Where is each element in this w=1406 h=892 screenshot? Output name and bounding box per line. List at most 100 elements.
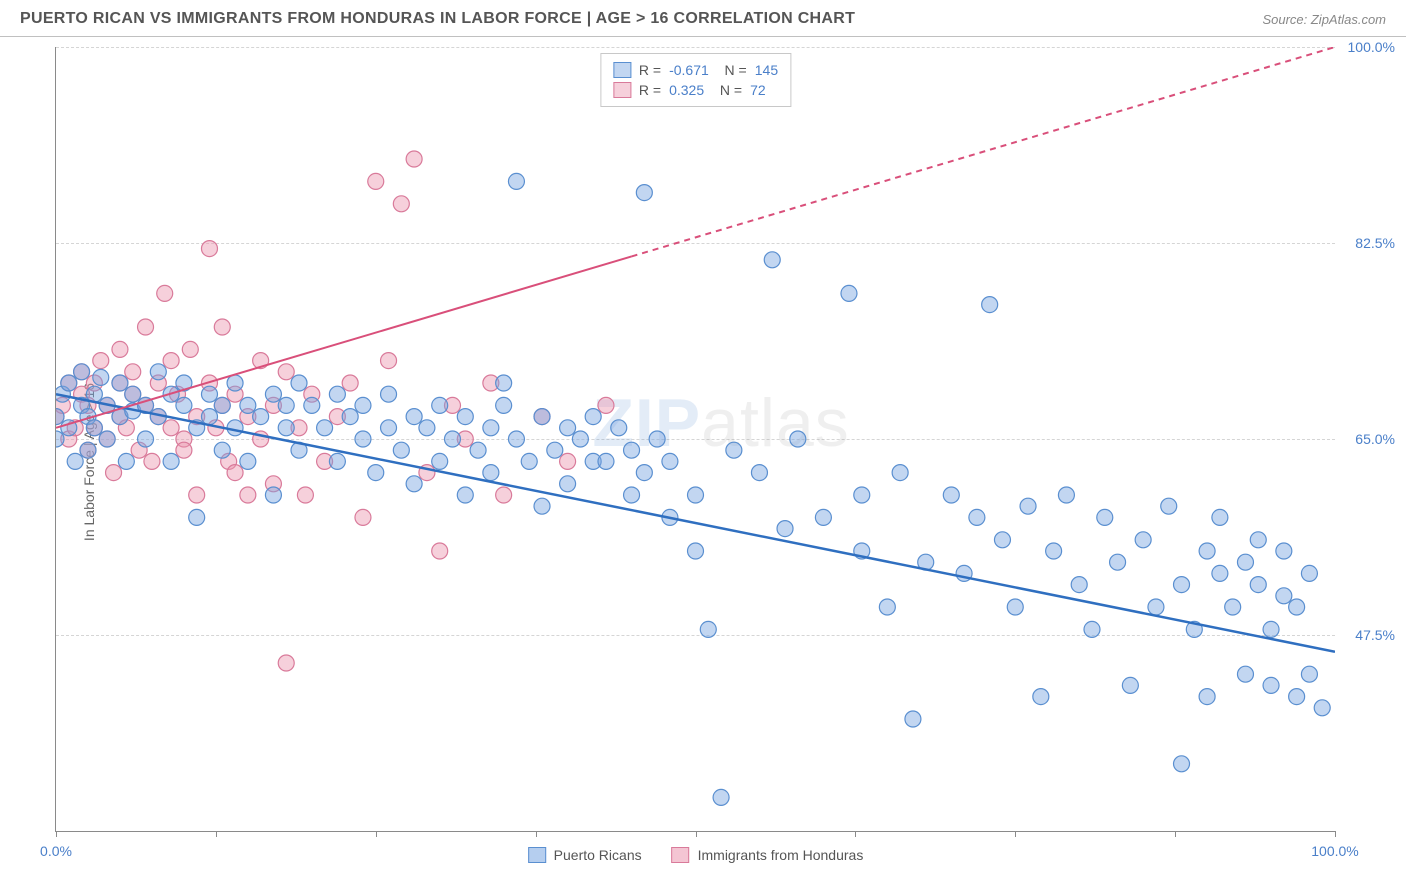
data-point (355, 509, 371, 525)
data-point (189, 487, 205, 503)
data-point (905, 711, 921, 727)
data-point (329, 453, 345, 469)
data-point (688, 543, 704, 559)
legend-item-2: Immigrants from Honduras (672, 847, 864, 863)
data-point (432, 453, 448, 469)
data-point (1110, 554, 1126, 570)
y-tick-label: 82.5% (1355, 235, 1395, 251)
data-point (291, 375, 307, 391)
legend-label-2: Immigrants from Honduras (698, 847, 864, 863)
correlation-legend: R = -0.671 N = 145 R = 0.325 N = 72 (600, 53, 791, 107)
data-point (157, 285, 173, 301)
data-point (483, 420, 499, 436)
correlation-row-1: R = -0.671 N = 145 (613, 60, 778, 80)
data-point (969, 509, 985, 525)
data-point (227, 420, 243, 436)
data-point (214, 442, 230, 458)
data-point (138, 431, 154, 447)
data-point (1212, 509, 1228, 525)
data-point (560, 476, 576, 492)
data-point (182, 341, 198, 357)
data-point (118, 453, 134, 469)
data-point (1212, 565, 1228, 581)
data-point (240, 397, 256, 413)
data-point (854, 487, 870, 503)
data-point (636, 465, 652, 481)
data-point (112, 375, 128, 391)
data-point (790, 431, 806, 447)
data-point (1225, 599, 1241, 615)
data-point (61, 375, 77, 391)
data-point (534, 498, 550, 514)
data-point (1301, 666, 1317, 682)
data-point (67, 453, 83, 469)
data-point (355, 431, 371, 447)
data-point (585, 409, 601, 425)
data-point (176, 442, 192, 458)
data-point (342, 409, 358, 425)
data-point (444, 431, 460, 447)
plot-svg (56, 47, 1335, 831)
x-tick-mark (1015, 831, 1016, 837)
data-point (1161, 498, 1177, 514)
data-point (713, 789, 729, 805)
data-point (649, 431, 665, 447)
data-point (598, 397, 614, 413)
data-point (1148, 599, 1164, 615)
data-point (355, 397, 371, 413)
data-point (99, 431, 115, 447)
data-point (125, 386, 141, 402)
series2-r-value: 0.325 (669, 82, 704, 98)
x-tick-mark (696, 831, 697, 837)
data-point (1301, 565, 1317, 581)
data-point (393, 196, 409, 212)
data-point (1058, 487, 1074, 503)
data-point (1084, 621, 1100, 637)
data-point (1199, 689, 1215, 705)
x-tick-mark (855, 831, 856, 837)
data-point (93, 353, 109, 369)
data-point (163, 420, 179, 436)
data-point (278, 420, 294, 436)
series2-n-value: 72 (750, 82, 766, 98)
data-point (304, 397, 320, 413)
data-point (381, 353, 397, 369)
trend-line (56, 394, 1335, 652)
data-point (393, 442, 409, 458)
x-tick-label: 100.0% (1311, 843, 1358, 859)
data-point (457, 409, 473, 425)
data-point (201, 241, 217, 257)
x-tick-mark (1335, 831, 1336, 837)
data-point (815, 509, 831, 525)
legend-item-1: Puerto Ricans (528, 847, 642, 863)
data-point (297, 487, 313, 503)
data-point (214, 319, 230, 335)
data-point (74, 364, 90, 380)
data-point (1276, 543, 1292, 559)
chart-title: PUERTO RICAN VS IMMIGRANTS FROM HONDURAS… (20, 10, 855, 28)
trend-line (56, 256, 632, 427)
series1-n-value: 145 (755, 62, 778, 78)
data-point (189, 509, 205, 525)
data-point (112, 341, 128, 357)
correlation-row-2: R = 0.325 N = 72 (613, 80, 778, 100)
data-point (106, 465, 122, 481)
data-point (483, 465, 499, 481)
data-point (1289, 689, 1305, 705)
data-point (368, 173, 384, 189)
data-point (508, 173, 524, 189)
data-point (560, 453, 576, 469)
data-point (1033, 689, 1049, 705)
data-point (278, 397, 294, 413)
data-point (1276, 588, 1292, 604)
legend-swatch-1 (528, 847, 546, 863)
data-point (1020, 498, 1036, 514)
data-point (1263, 621, 1279, 637)
data-point (406, 476, 422, 492)
data-point (892, 465, 908, 481)
data-point (496, 397, 512, 413)
data-point (240, 487, 256, 503)
data-point (943, 487, 959, 503)
data-point (560, 420, 576, 436)
data-point (406, 409, 422, 425)
